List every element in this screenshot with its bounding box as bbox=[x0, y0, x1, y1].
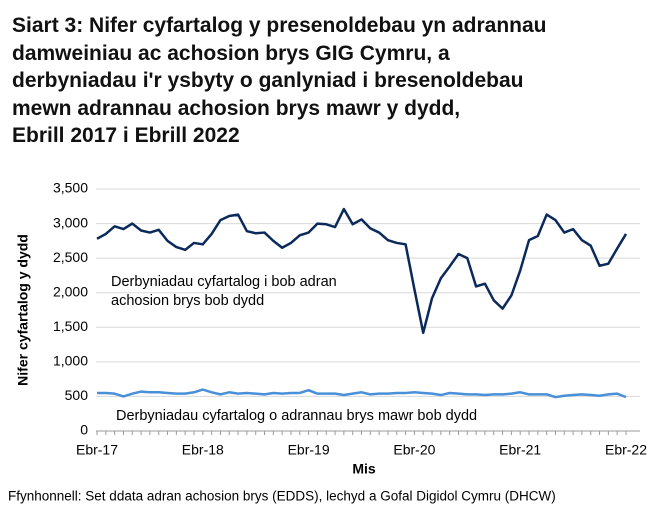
y-tick-label: 1,000 bbox=[53, 353, 88, 369]
y-tick-label: 2,500 bbox=[53, 249, 88, 265]
series-annotation: Derbyniadau cyfartalog o adrannau brys m… bbox=[116, 408, 478, 424]
x-tick-label: Ebr-21 bbox=[499, 442, 541, 458]
x-tick-label: Ebr-22 bbox=[605, 442, 647, 458]
series-line bbox=[97, 388, 627, 399]
x-axis-label: Mis bbox=[352, 461, 376, 477]
title-line: damweiniau ac achosion brys GIG Cymru, a bbox=[12, 41, 450, 65]
y-axis-label: Nifer cyfartalog y dydd bbox=[15, 234, 31, 386]
x-tick-label: Ebr-18 bbox=[182, 442, 224, 458]
x-tick-label: Ebr-17 bbox=[76, 442, 118, 458]
title-line: Ebrill 2017 i Ebrill 2022 bbox=[12, 124, 240, 147]
chart-title: Siart 3: Nifer cyfartalog y presenoldeba… bbox=[12, 12, 547, 150]
x-tick-label: Ebr-19 bbox=[288, 442, 330, 458]
y-tick-label: 1,500 bbox=[53, 318, 88, 334]
y-tick-label: 0 bbox=[80, 422, 88, 438]
title-line: mewn adrannau achosion brys mawr y dydd, bbox=[12, 96, 461, 120]
y-tick-label: 500 bbox=[65, 387, 89, 403]
series-line bbox=[96, 207, 628, 335]
source-note: Ffynhonnell: Set ddata adran achosion br… bbox=[8, 489, 556, 504]
y-tick-label: 2,000 bbox=[53, 283, 88, 299]
x-tick-label: Ebr-20 bbox=[393, 442, 435, 458]
y-tick-label: 3,500 bbox=[53, 180, 88, 196]
series-annotation: Derbyniadau cyfartalog i bob adran achos… bbox=[111, 274, 337, 309]
title-line: derbyniadau i'r ysbyty o ganlyniad i bre… bbox=[12, 69, 524, 92]
y-tick-label: 3,000 bbox=[53, 214, 88, 230]
title-line: Siart 3: Nifer cyfartalog y presenoldeba… bbox=[12, 14, 547, 37]
